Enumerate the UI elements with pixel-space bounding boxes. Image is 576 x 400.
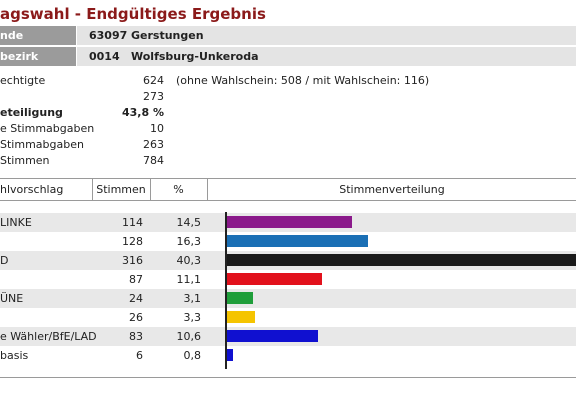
page-title: agswahl - Endgültiges Ergebnis — [0, 5, 266, 23]
location-value-cell: 63097 Gerstungen — [77, 26, 576, 45]
header-percent: % — [173, 183, 184, 196]
vote-share-bar — [226, 235, 368, 247]
party-percent: 10,6 — [176, 330, 202, 343]
header-party: hlvorschlag — [0, 183, 64, 196]
stat-row: eteiligung 43,8 % — [0, 105, 576, 121]
results-table-header: hlvorschlag Stimmen % Stimmenverteilung — [0, 178, 576, 201]
party-votes: 316 — [122, 254, 143, 267]
stat-row: e Stimmabgaben 10 — [0, 121, 576, 137]
header-votes: Stimmen — [96, 183, 146, 196]
table-row: 87 11,1 — [0, 270, 576, 289]
vote-share-bar — [226, 349, 233, 361]
stat-row: Stimmen 784 — [0, 153, 576, 169]
party-votes: 6 — [136, 349, 143, 362]
stat-label: e Stimmabgaben — [0, 122, 95, 135]
stat-detail: (ohne Wahlschein: 508 / mit Wahlschein: … — [176, 74, 430, 87]
stat-row: Stimmabgaben 263 — [0, 137, 576, 153]
stat-value: 273 — [143, 90, 164, 103]
party-name: e Wähler/BfE/LAD — [0, 330, 97, 343]
chart-axis — [225, 212, 227, 369]
stat-value: 784 — [143, 154, 164, 167]
vote-share-bar — [226, 311, 255, 323]
party-votes: 128 — [122, 235, 143, 248]
stat-label: Stimmen — [0, 154, 50, 167]
location-value-cell: 0014 Wolfsburg-Unkeroda — [77, 47, 576, 66]
location-row-municipality: nde 63097 Gerstungen — [0, 26, 576, 45]
party-percent: 11,1 — [176, 273, 202, 286]
location-label: bezirk — [0, 47, 76, 66]
stat-row: echtigte 624 (ohne Wahlschein: 508 / mit W… — [0, 73, 576, 89]
location-name: Wolfsburg-Unkeroda — [131, 50, 259, 63]
stat-row: 273 — [0, 89, 576, 105]
party-votes: 114 — [122, 216, 143, 229]
party-votes: 87 — [129, 273, 143, 286]
header-divider — [92, 179, 93, 200]
stat-value: 10 — [150, 122, 164, 135]
party-percent: 14,5 — [176, 216, 202, 229]
stat-label: eteiligung — [0, 106, 63, 119]
party-name: D — [0, 254, 9, 267]
party-votes: 24 — [129, 292, 143, 305]
party-percent: 3,1 — [183, 292, 202, 305]
party-percent: 3,3 — [183, 311, 202, 324]
location-row-district: bezirk 0014 Wolfsburg-Unkeroda — [0, 47, 576, 66]
party-percent: 0,8 — [183, 349, 202, 362]
stat-value: 43,8 % — [122, 106, 164, 119]
party-percent: 16,3 — [176, 235, 202, 248]
location-label: nde — [0, 26, 76, 45]
stat-value: 263 — [143, 138, 164, 151]
vote-share-bar — [226, 292, 253, 304]
header-divider — [207, 179, 208, 200]
stat-label: echtigte — [0, 74, 46, 87]
table-row: D 316 40,3 — [0, 251, 576, 270]
header-divider — [150, 179, 151, 200]
vote-share-bar — [226, 273, 322, 285]
table-bottom-border — [0, 377, 576, 378]
vote-share-bar — [226, 254, 576, 266]
party-name: ÜNE — [0, 292, 24, 305]
header-distribution: Stimmenverteilung — [339, 183, 445, 196]
table-row: basis 6 0,8 — [0, 346, 576, 365]
table-row: e Wähler/BfE/LAD 83 10,6 — [0, 327, 576, 346]
location-name: Gerstungen — [131, 29, 204, 42]
party-name: basis — [0, 349, 29, 362]
stat-label: Stimmabgaben — [0, 138, 84, 151]
location-code: 0014 — [89, 50, 120, 63]
vote-share-bar — [226, 330, 318, 342]
vote-share-bar — [226, 216, 352, 228]
party-votes: 83 — [129, 330, 143, 343]
party-votes: 26 — [129, 311, 143, 324]
table-row: 26 3,3 — [0, 308, 576, 327]
party-percent: 40,3 — [176, 254, 202, 267]
stat-value: 624 — [143, 74, 164, 87]
location-code: 63097 — [89, 29, 128, 42]
party-name: LINKE — [0, 216, 32, 229]
table-row: 128 16,3 — [0, 232, 576, 251]
table-row: LINKE 114 14,5 — [0, 213, 576, 232]
table-row: ÜNE 24 3,1 — [0, 289, 576, 308]
